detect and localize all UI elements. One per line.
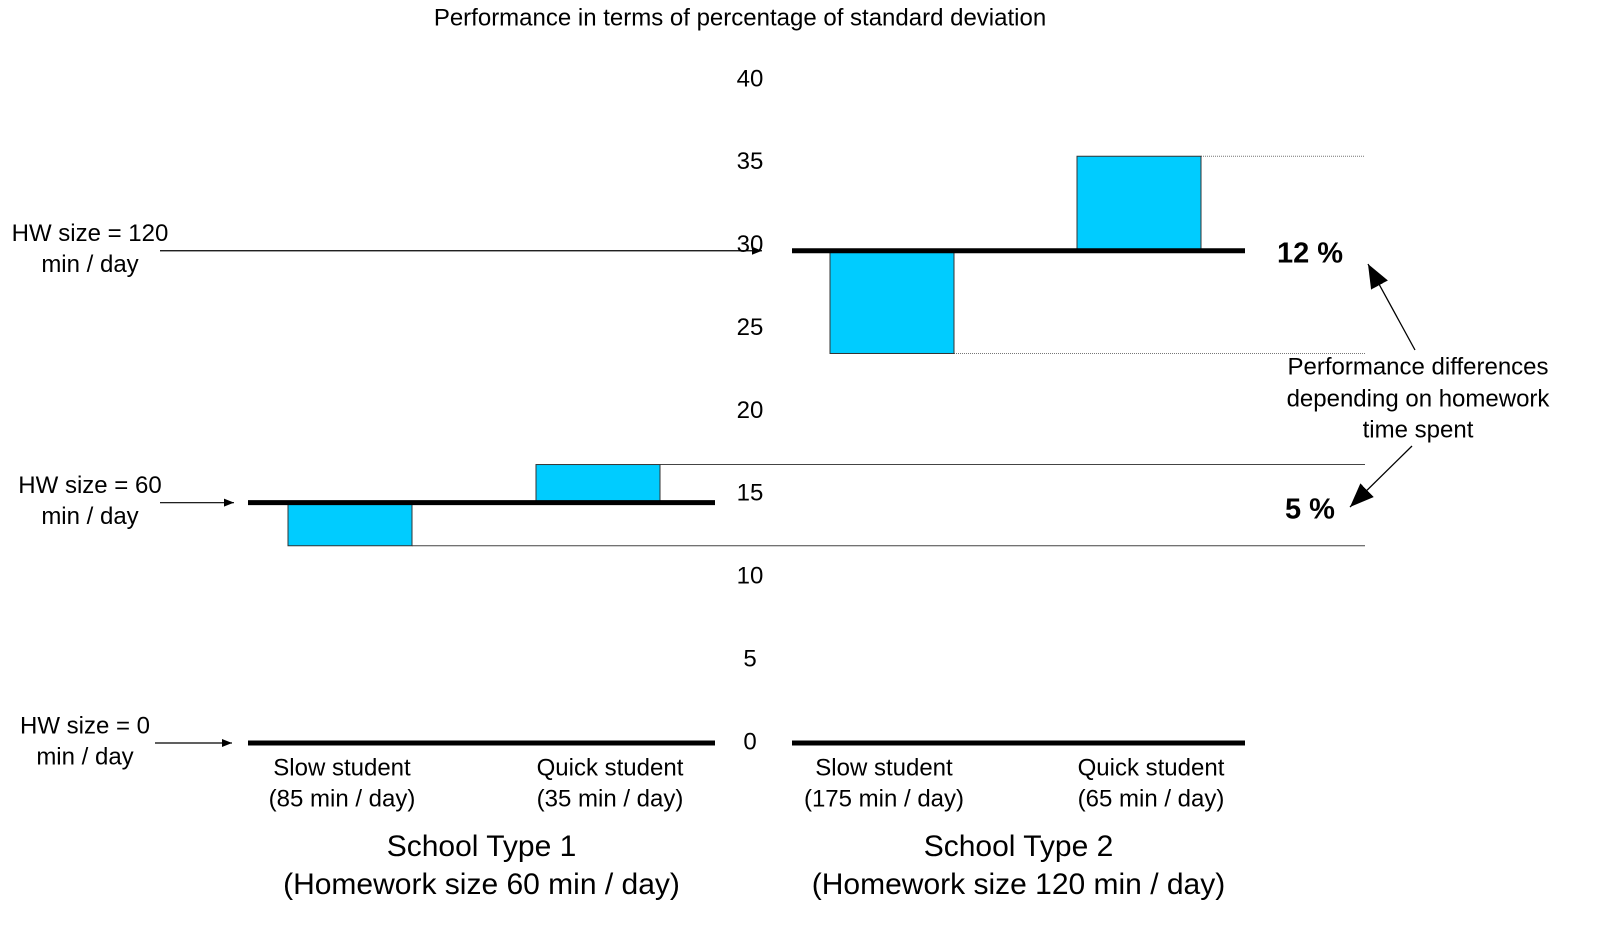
note-text: Performance differences <box>1287 353 1548 380</box>
y-tick-label: 35 <box>737 148 764 175</box>
group-label: (Homework size 60 min / day) <box>283 868 680 901</box>
y-tick-label: 0 <box>743 728 756 755</box>
hw-label: min / day <box>41 503 138 530</box>
category-label: (85 min / day) <box>269 785 416 812</box>
note-arrow <box>1367 263 1416 351</box>
category-label: (65 min / day) <box>1078 785 1225 812</box>
category-label: Quick student <box>1078 754 1225 781</box>
note-text: time spent <box>1363 416 1474 443</box>
y-tick-label: 5 <box>743 645 756 672</box>
category-label: Quick student <box>537 754 684 781</box>
bar <box>287 502 413 547</box>
y-tick-label: 40 <box>737 65 764 92</box>
bar <box>535 464 661 504</box>
bar <box>829 250 955 354</box>
chart-title: Performance in terms of percentage of st… <box>434 4 1046 31</box>
group-label: School Type 2 <box>924 830 1114 863</box>
hw-label: min / day <box>41 251 138 278</box>
category-label: Slow student <box>815 754 953 781</box>
y-tick-label: 30 <box>737 231 764 258</box>
group-label: School Type 1 <box>387 830 577 863</box>
y-tick-label: 25 <box>737 314 764 341</box>
group-label: (Homework size 120 min / day) <box>812 868 1225 901</box>
category-label: Slow student <box>273 754 411 781</box>
hw-label: min / day <box>36 743 133 770</box>
y-tick-label: 10 <box>737 563 764 590</box>
hw-label: HW size = 60 <box>18 472 161 499</box>
bar <box>1076 155 1202 252</box>
y-tick-label: 20 <box>737 397 764 424</box>
y-tick-label: 15 <box>737 480 764 507</box>
hw-label: HW size = 120 <box>12 220 169 247</box>
category-label: (35 min / day) <box>537 785 684 812</box>
difference-label: 12 % <box>1277 238 1343 270</box>
note-arrow <box>1349 445 1413 508</box>
hw-label: HW size = 0 <box>20 712 150 739</box>
category-label: (175 min / day) <box>804 785 964 812</box>
difference-label: 5 % <box>1285 494 1335 526</box>
note-text: depending on homework <box>1287 385 1551 412</box>
